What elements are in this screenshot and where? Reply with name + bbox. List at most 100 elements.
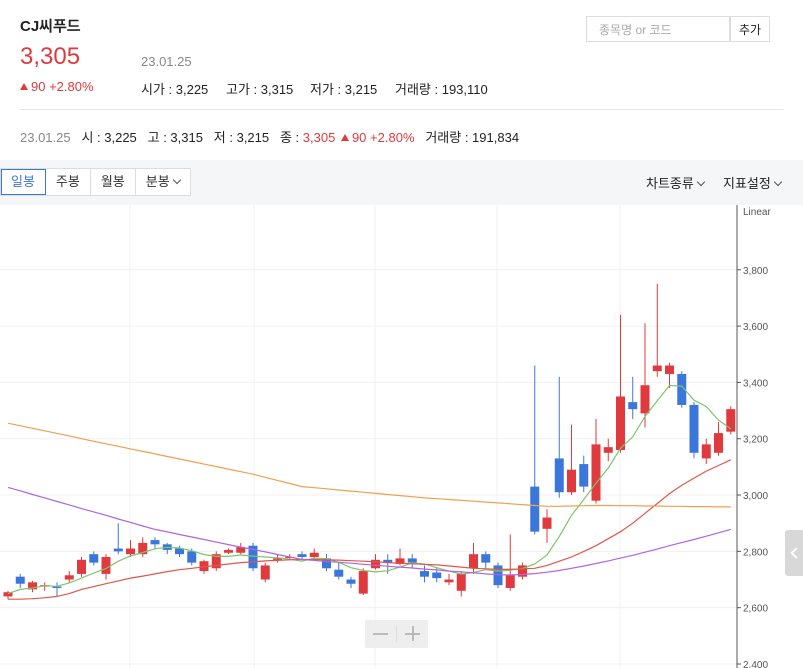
candle-body [199, 561, 209, 572]
price: 3,305 [20, 43, 81, 70]
summary-low: 저 : 3,215 [213, 130, 270, 145]
candle-body [358, 571, 368, 594]
candle-body [395, 558, 405, 565]
candle-body [138, 542, 148, 555]
stat: 거래량 : 193,110 [395, 82, 488, 97]
summary-date: 23.01.25 [20, 130, 71, 145]
period-tab[interactable]: 월봉 [90, 169, 136, 195]
candle-body [346, 579, 356, 584]
candle-body [689, 404, 699, 453]
candle-body [616, 396, 625, 450]
stat: 고가 : 3,315 [226, 82, 294, 97]
candle-body [652, 365, 662, 372]
candle-body [236, 547, 246, 553]
change-pct: +2.80% [49, 79, 94, 94]
moving-average-line [7, 422, 731, 508]
tab-label: 월봉 [100, 174, 125, 189]
change: 90 +2.80% [20, 79, 94, 94]
y-tick-label: 3,400 [743, 378, 768, 389]
candle-body [640, 385, 650, 414]
stat: 저가 : 3,215 [310, 82, 378, 97]
chart: Linear 2,400 2,600 2,800 3,000 3,200 3,400 3,6… [0, 205, 771, 668]
candle-body [726, 409, 736, 432]
candle-body [322, 558, 331, 569]
summary: 23.01.25 시 : 3,225 고 : 3,315 저 : 3,215 종… [20, 127, 519, 146]
candle-body [150, 540, 160, 545]
summary-high: 고 : 3,315 [147, 130, 203, 145]
stat: 시가 : 3,225 [141, 82, 209, 97]
summary-close: 3,305 [302, 130, 336, 145]
candle-body [126, 548, 135, 555]
candle-body [432, 572, 442, 579]
y-tick-label: 3,600 [743, 322, 768, 333]
summary-change: 90 [351, 130, 367, 145]
up-icon [20, 83, 28, 90]
date: 23.01.25 [141, 54, 192, 69]
candle-body [469, 554, 478, 569]
candle-body [77, 559, 86, 574]
candle-body [714, 433, 723, 453]
candle-body [64, 575, 74, 580]
tab-label: 일봉 [11, 174, 35, 189]
candle-body [444, 579, 454, 583]
candle-body [248, 545, 258, 569]
side-panel-toggle[interactable] [785, 530, 803, 576]
candle-body [334, 569, 344, 577]
y-tick-label: 2,600 [743, 604, 768, 615]
scale-label: Linear [743, 207, 771, 218]
candle-body [309, 552, 319, 557]
candle-body [273, 558, 282, 560]
y-tick-label: 3,200 [743, 435, 768, 446]
candle-body [542, 517, 552, 529]
period-tab[interactable]: 주봉 [45, 169, 91, 195]
candle-body [28, 582, 37, 590]
candle-body [628, 402, 638, 410]
candle-body [113, 548, 123, 552]
period-tab[interactable]: 분봉 [135, 169, 190, 195]
summary-open: 시 : 3,225 [81, 130, 137, 145]
zoom-control [365, 620, 428, 648]
up-icon [340, 134, 349, 141]
search-input[interactable]: 종목명 or 코드 [586, 16, 730, 42]
moving-average-line [7, 486, 731, 576]
candle-body [701, 444, 711, 459]
candle-body [224, 549, 233, 553]
candle-body [52, 586, 62, 588]
period-tab[interactable]: 일봉 [1, 169, 46, 195]
summary-close-label: 종 : [279, 130, 300, 145]
candle-body [383, 559, 393, 563]
candle-body [211, 554, 221, 569]
candle-body [15, 576, 25, 584]
add-button[interactable]: 추가 [730, 16, 770, 42]
candle-body [371, 559, 380, 569]
period-tabs: 일봉 주봉 월봉 분봉 [0, 168, 191, 196]
candle-body [420, 571, 429, 577]
candle-body [530, 486, 540, 532]
candle-body [101, 556, 111, 574]
candle-body [591, 444, 601, 501]
candle-body [567, 469, 576, 493]
candle-body [260, 565, 270, 580]
menu[interactable]: 차트종류 [646, 173, 706, 192]
candle-body [554, 458, 564, 493]
tab-label: 분봉 [145, 174, 170, 189]
y-tick-label: 3,000 [743, 491, 768, 502]
summary-volume: 거래량 : 191,834 [425, 130, 520, 145]
candle-body [407, 558, 417, 563]
candle-body [297, 554, 307, 557]
y-tick-label: 3,800 [743, 266, 768, 277]
candle-body [3, 592, 13, 597]
zoom-out[interactable] [373, 633, 388, 635]
candle-body [677, 373, 687, 405]
moving-average-line [8, 459, 732, 600]
y-tick-label: 2,800 [743, 547, 768, 558]
candle-body [665, 365, 674, 374]
candle-body [603, 447, 613, 453]
tab-label: 주봉 [55, 174, 80, 189]
y-tick-label: 2,400 [743, 660, 768, 668]
candle-body [579, 464, 589, 487]
candle-body [89, 554, 99, 563]
menu-label: 지표설정 [723, 176, 771, 191]
menu[interactable]: 지표설정 [723, 173, 783, 192]
